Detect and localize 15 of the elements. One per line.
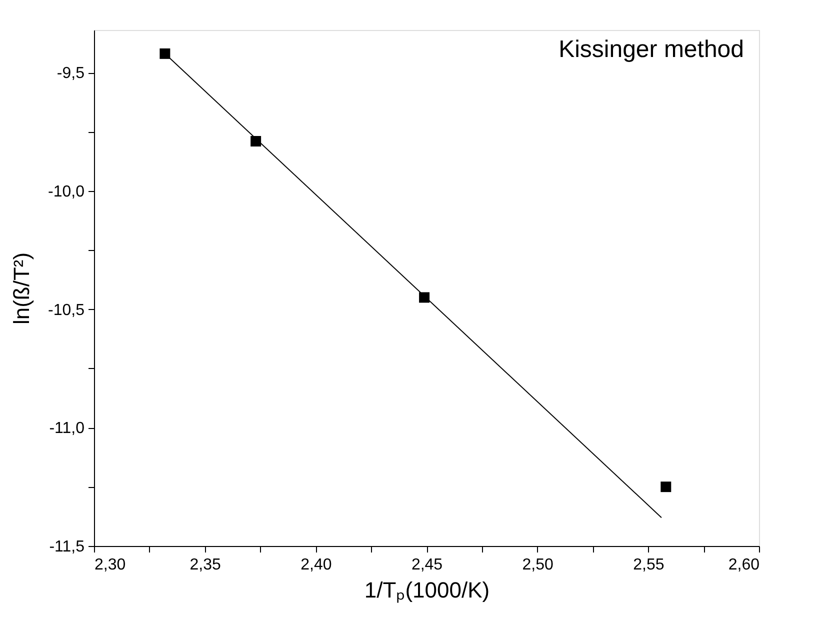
y-tick-label: -11,0 [49, 420, 85, 438]
x-tick-label: 2,35 [190, 556, 222, 574]
y-tick-label: -9,5 [56, 65, 85, 82]
x-tick-label: 2,30 [94, 556, 126, 574]
x-tick-label: 2,50 [522, 556, 554, 574]
x-tick-label: 2,40 [300, 556, 332, 574]
x-tick-label: 2,55 [633, 556, 664, 574]
x-tick-label: 2,45 [411, 556, 443, 574]
y-tick-label: -11,5 [49, 538, 85, 556]
y-tick-label: -10,0 [48, 183, 85, 200]
y-axis-title: ln(ß/T²) [9, 252, 34, 325]
y-tick-label: -10,5 [48, 302, 85, 319]
x-axis-title: 1/Tₚ(1000/K) [364, 578, 490, 604]
annotation: Kissinger method [558, 36, 744, 63]
x-tick-label: 2,60 [728, 556, 760, 574]
